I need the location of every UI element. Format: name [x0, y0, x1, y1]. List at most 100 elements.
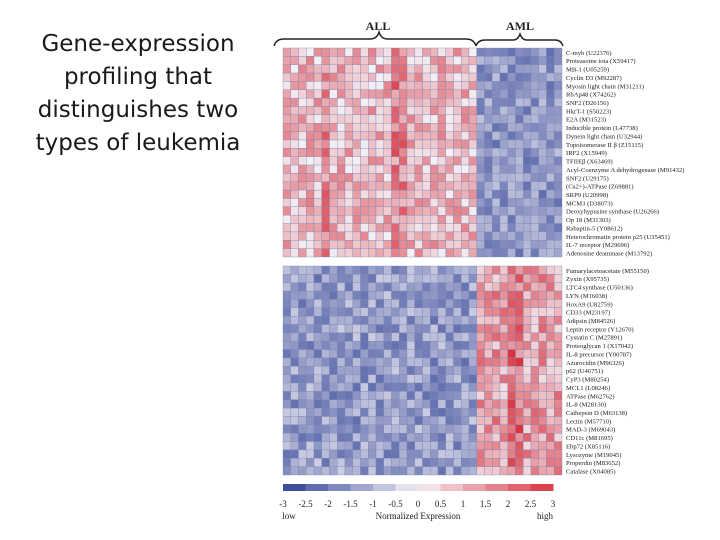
heatmap-cell	[306, 307, 315, 317]
heatmap-cell	[375, 173, 384, 182]
heatmap-cell	[484, 164, 493, 174]
heatmap-cell	[383, 206, 392, 216]
heatmap-cell	[499, 148, 508, 157]
heatmap-cell	[499, 164, 508, 174]
heatmap-cell	[282, 382, 291, 392]
heatmap-bottom-block	[282, 265, 563, 476]
heatmap-cell	[507, 449, 516, 459]
heatmap-cell	[313, 391, 322, 400]
heatmap-cell	[492, 173, 501, 182]
heatmap-cell	[453, 265, 462, 275]
heatmap-cell	[437, 240, 446, 249]
heatmap-cell	[337, 114, 346, 124]
heatmap-cell	[298, 248, 307, 258]
heatmap-cell	[530, 458, 539, 467]
heatmap-cell	[530, 81, 539, 90]
heatmap-cell	[399, 164, 408, 174]
heatmap-cell	[399, 97, 408, 107]
heatmap-cell	[461, 399, 470, 409]
heatmap-cell	[430, 64, 439, 74]
heatmap-cell	[461, 458, 470, 467]
heatmap-cell	[321, 399, 330, 409]
heatmap-cell	[360, 441, 369, 451]
heatmap-cell	[290, 265, 299, 275]
heatmap-cell	[499, 265, 508, 275]
heatmap-cell	[406, 391, 415, 400]
heatmap-cell	[313, 399, 322, 409]
heatmap-cell	[360, 106, 369, 116]
heatmap-cell	[445, 466, 454, 476]
colorbar-title: Normalized Expression	[376, 511, 461, 521]
heatmap-cell	[344, 139, 353, 149]
heatmap-cell	[422, 299, 431, 308]
heatmap-cell	[445, 366, 454, 375]
heatmap-cell	[399, 156, 408, 166]
slide-title: Gene-expression profiling that distingui…	[35, 31, 241, 156]
heatmap-cell	[461, 198, 470, 208]
colorbar-segment	[485, 484, 509, 491]
heatmap-cell	[507, 324, 516, 334]
heatmap-cell	[437, 198, 446, 208]
gene-label: Topoisomerase II β (Z15115)	[566, 142, 643, 149]
heatmap-cell	[515, 231, 524, 241]
heatmap-cell	[430, 47, 439, 57]
heatmap-cell	[414, 341, 423, 350]
heatmap-cell	[515, 349, 524, 359]
heatmap-cell	[538, 366, 547, 375]
heatmap-cell	[414, 449, 423, 459]
heatmap-cell	[445, 332, 454, 342]
heatmap-cell	[329, 433, 338, 442]
heatmap-cell	[461, 424, 470, 434]
heatmap-cell	[282, 282, 291, 292]
heatmap-cell	[499, 274, 508, 283]
heatmap-cell	[468, 248, 477, 258]
heatmap-cell	[422, 189, 431, 199]
heatmap-cell	[515, 164, 524, 174]
heatmap-cell	[461, 189, 470, 199]
heatmap-cell	[313, 282, 322, 292]
heatmap-cell	[313, 181, 322, 191]
heatmap-cell	[375, 307, 384, 317]
heatmap-cell	[383, 215, 392, 224]
heatmap-cell	[414, 64, 423, 74]
heatmap-cell	[546, 299, 555, 308]
heatmap-cell	[461, 64, 470, 74]
heatmap-cell	[298, 173, 307, 182]
heatmap-cell	[530, 248, 539, 258]
heatmap-cell	[352, 240, 361, 249]
heatmap-cell	[492, 466, 501, 476]
heatmap-cell	[445, 97, 454, 107]
heatmap-cell	[368, 89, 377, 99]
heatmap-cell	[313, 131, 322, 141]
heatmap-cell	[298, 198, 307, 208]
heatmap-cell	[461, 164, 470, 174]
heatmap-cell	[422, 164, 431, 174]
heatmap-cell	[375, 282, 384, 292]
heatmap-cell	[383, 274, 392, 283]
heatmap-cell	[313, 366, 322, 375]
colorbar-tick: -2	[324, 499, 332, 509]
heatmap-cell	[375, 265, 384, 275]
gene-label: Deoxyhypusine synthase (U26266)	[566, 209, 659, 216]
heatmap-cell	[437, 72, 446, 82]
heatmap-cell	[321, 47, 330, 57]
heatmap-cell	[337, 466, 346, 476]
heatmap-cell	[399, 441, 408, 451]
heatmap-cell	[523, 131, 532, 141]
heatmap-cell	[406, 173, 415, 182]
heatmap-cell	[282, 341, 291, 350]
heatmap-cell	[321, 156, 330, 166]
heatmap-cell	[360, 198, 369, 208]
heatmap-cell	[399, 215, 408, 224]
heatmap-cell	[530, 189, 539, 199]
heatmap-cell	[383, 391, 392, 400]
heatmap-cell	[399, 332, 408, 342]
heatmap-cell	[507, 156, 516, 166]
heatmap-cell	[530, 56, 539, 65]
heatmap-cell	[306, 382, 315, 392]
heatmap-cell	[492, 248, 501, 258]
heatmap-cell	[298, 206, 307, 216]
heatmap-cell	[507, 123, 516, 132]
heatmap-cell	[360, 307, 369, 317]
heatmap-cell	[321, 173, 330, 182]
